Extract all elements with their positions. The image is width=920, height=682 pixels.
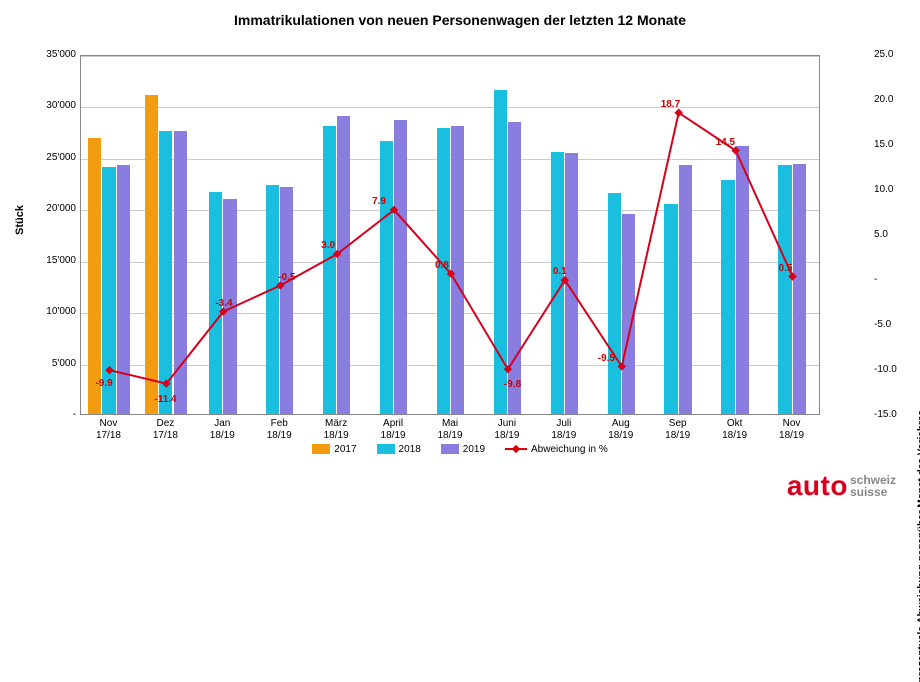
bar-2019 xyxy=(337,116,350,414)
y-tick-right: - xyxy=(874,274,910,285)
deviation-label: 0.8 xyxy=(435,260,449,271)
legend-item: 2018 xyxy=(377,444,421,455)
legend-item: Abweichung in % xyxy=(505,444,608,455)
y-tick-right: 20.0 xyxy=(874,94,910,105)
bar-2019 xyxy=(508,122,521,414)
legend-line-icon xyxy=(505,448,527,450)
legend-swatch xyxy=(441,444,459,454)
legend-label: Abweichung in % xyxy=(531,444,608,455)
bar-2017 xyxy=(88,138,101,414)
y-tick-right: -5.0 xyxy=(874,319,910,330)
bar-2018 xyxy=(159,131,172,414)
legend-label: 2018 xyxy=(399,444,421,455)
x-tick: März18/19 xyxy=(308,418,364,442)
grid-line xyxy=(81,56,819,57)
bar-2018 xyxy=(494,90,507,414)
y-axis-left-label: Stück xyxy=(14,205,26,235)
legend-label: 2017 xyxy=(334,444,356,455)
grid-line xyxy=(81,159,819,160)
x-tick: Jan18/19 xyxy=(194,418,250,442)
y-tick-right: 5.0 xyxy=(874,229,910,240)
deviation-label: 0.1 xyxy=(553,266,567,277)
y-tick-left: 20'000 xyxy=(40,203,76,214)
deviation-label: 18.7 xyxy=(661,99,680,110)
bar-2019 xyxy=(280,187,293,414)
x-tick: Juni18/19 xyxy=(479,418,535,442)
bar-2018 xyxy=(551,152,564,414)
y-tick-left: 35'000 xyxy=(40,49,76,60)
legend-item: 2019 xyxy=(441,444,485,455)
x-tick: Nov17/18 xyxy=(80,418,136,442)
deviation-label: -0.5 xyxy=(278,272,295,283)
chart-title: Immatrikulationen von neuen Personenwage… xyxy=(0,12,920,28)
y-tick-left: 30'000 xyxy=(40,100,76,111)
chart-container: Immatrikulationen von neuen Personenwage… xyxy=(0,0,920,510)
legend-label: 2019 xyxy=(463,444,485,455)
deviation-label: -3.4 xyxy=(215,298,232,309)
x-tick: Feb18/19 xyxy=(251,418,307,442)
legend: 2017 2018 2019 Abweichung in % xyxy=(0,444,920,455)
deviation-label: -11.4 xyxy=(154,394,176,405)
bar-2018 xyxy=(266,185,279,414)
y-tick-left: 15'000 xyxy=(40,255,76,266)
bar-2019 xyxy=(117,165,130,414)
brand-main: auto xyxy=(787,470,848,501)
deviation-label: -9.5 xyxy=(598,353,615,364)
plot-area: -9.9 -11.4 -3.4 -0.5 3.0 7.9 0.8 -9.8 0.1 -9.5 18.… xyxy=(80,55,820,415)
y-tick-left: - xyxy=(40,409,76,420)
y-tick-left: 5'000 xyxy=(40,358,76,369)
y-tick-right: 10.0 xyxy=(874,184,910,195)
bar-2019 xyxy=(793,164,806,414)
y-tick-left: 10'000 xyxy=(40,306,76,317)
deviation-label: 3.0 xyxy=(321,240,335,251)
legend-swatch xyxy=(312,444,330,454)
bar-2019 xyxy=(394,120,407,414)
brand-logo: autoschweizsuisse xyxy=(787,470,896,502)
brand-sub: schweizsuisse xyxy=(850,474,896,498)
bar-2019 xyxy=(451,126,464,414)
x-tick: Juli18/19 xyxy=(536,418,592,442)
deviation-label: 7.9 xyxy=(372,196,386,207)
y-tick-right: -10.0 xyxy=(874,364,910,375)
bar-2018 xyxy=(323,126,336,414)
bar-2018 xyxy=(380,141,393,414)
legend-swatch xyxy=(377,444,395,454)
grid-line xyxy=(81,107,819,108)
bar-2019 xyxy=(565,153,578,414)
grid-line xyxy=(81,365,819,366)
y-tick-right: 15.0 xyxy=(874,139,910,150)
bar-2018 xyxy=(721,180,734,415)
bar-2018 xyxy=(437,128,450,414)
deviation-label: 0.5 xyxy=(779,263,793,274)
deviation-label: 14.5 xyxy=(716,137,735,148)
bar-2018 xyxy=(102,167,115,414)
y-tick-right: -15.0 xyxy=(874,409,910,420)
bar-2018 xyxy=(608,193,621,414)
y-tick-right: 25.0 xyxy=(874,49,910,60)
bar-2017 xyxy=(145,95,158,414)
bar-2019 xyxy=(174,131,187,414)
deviation-label: -9.8 xyxy=(504,379,521,390)
bar-2018 xyxy=(664,204,677,414)
deviation-label: -9.9 xyxy=(95,378,112,389)
x-tick: April18/19 xyxy=(365,418,421,442)
grid-line xyxy=(81,313,819,314)
x-tick: Sep18/19 xyxy=(650,418,706,442)
x-tick: Okt18/19 xyxy=(707,418,763,442)
x-tick: Nov18/19 xyxy=(764,418,820,442)
grid-line xyxy=(81,210,819,211)
bar-2019 xyxy=(679,165,692,414)
x-tick: Aug18/19 xyxy=(593,418,649,442)
bar-2019 xyxy=(622,214,635,414)
grid-line xyxy=(81,262,819,263)
bar-2018 xyxy=(778,165,791,414)
x-tick: Mai18/19 xyxy=(422,418,478,442)
y-tick-left: 25'000 xyxy=(40,152,76,163)
legend-item: 2017 xyxy=(312,444,356,455)
bar-2019 xyxy=(736,146,749,414)
x-tick: Dez17/18 xyxy=(137,418,193,442)
